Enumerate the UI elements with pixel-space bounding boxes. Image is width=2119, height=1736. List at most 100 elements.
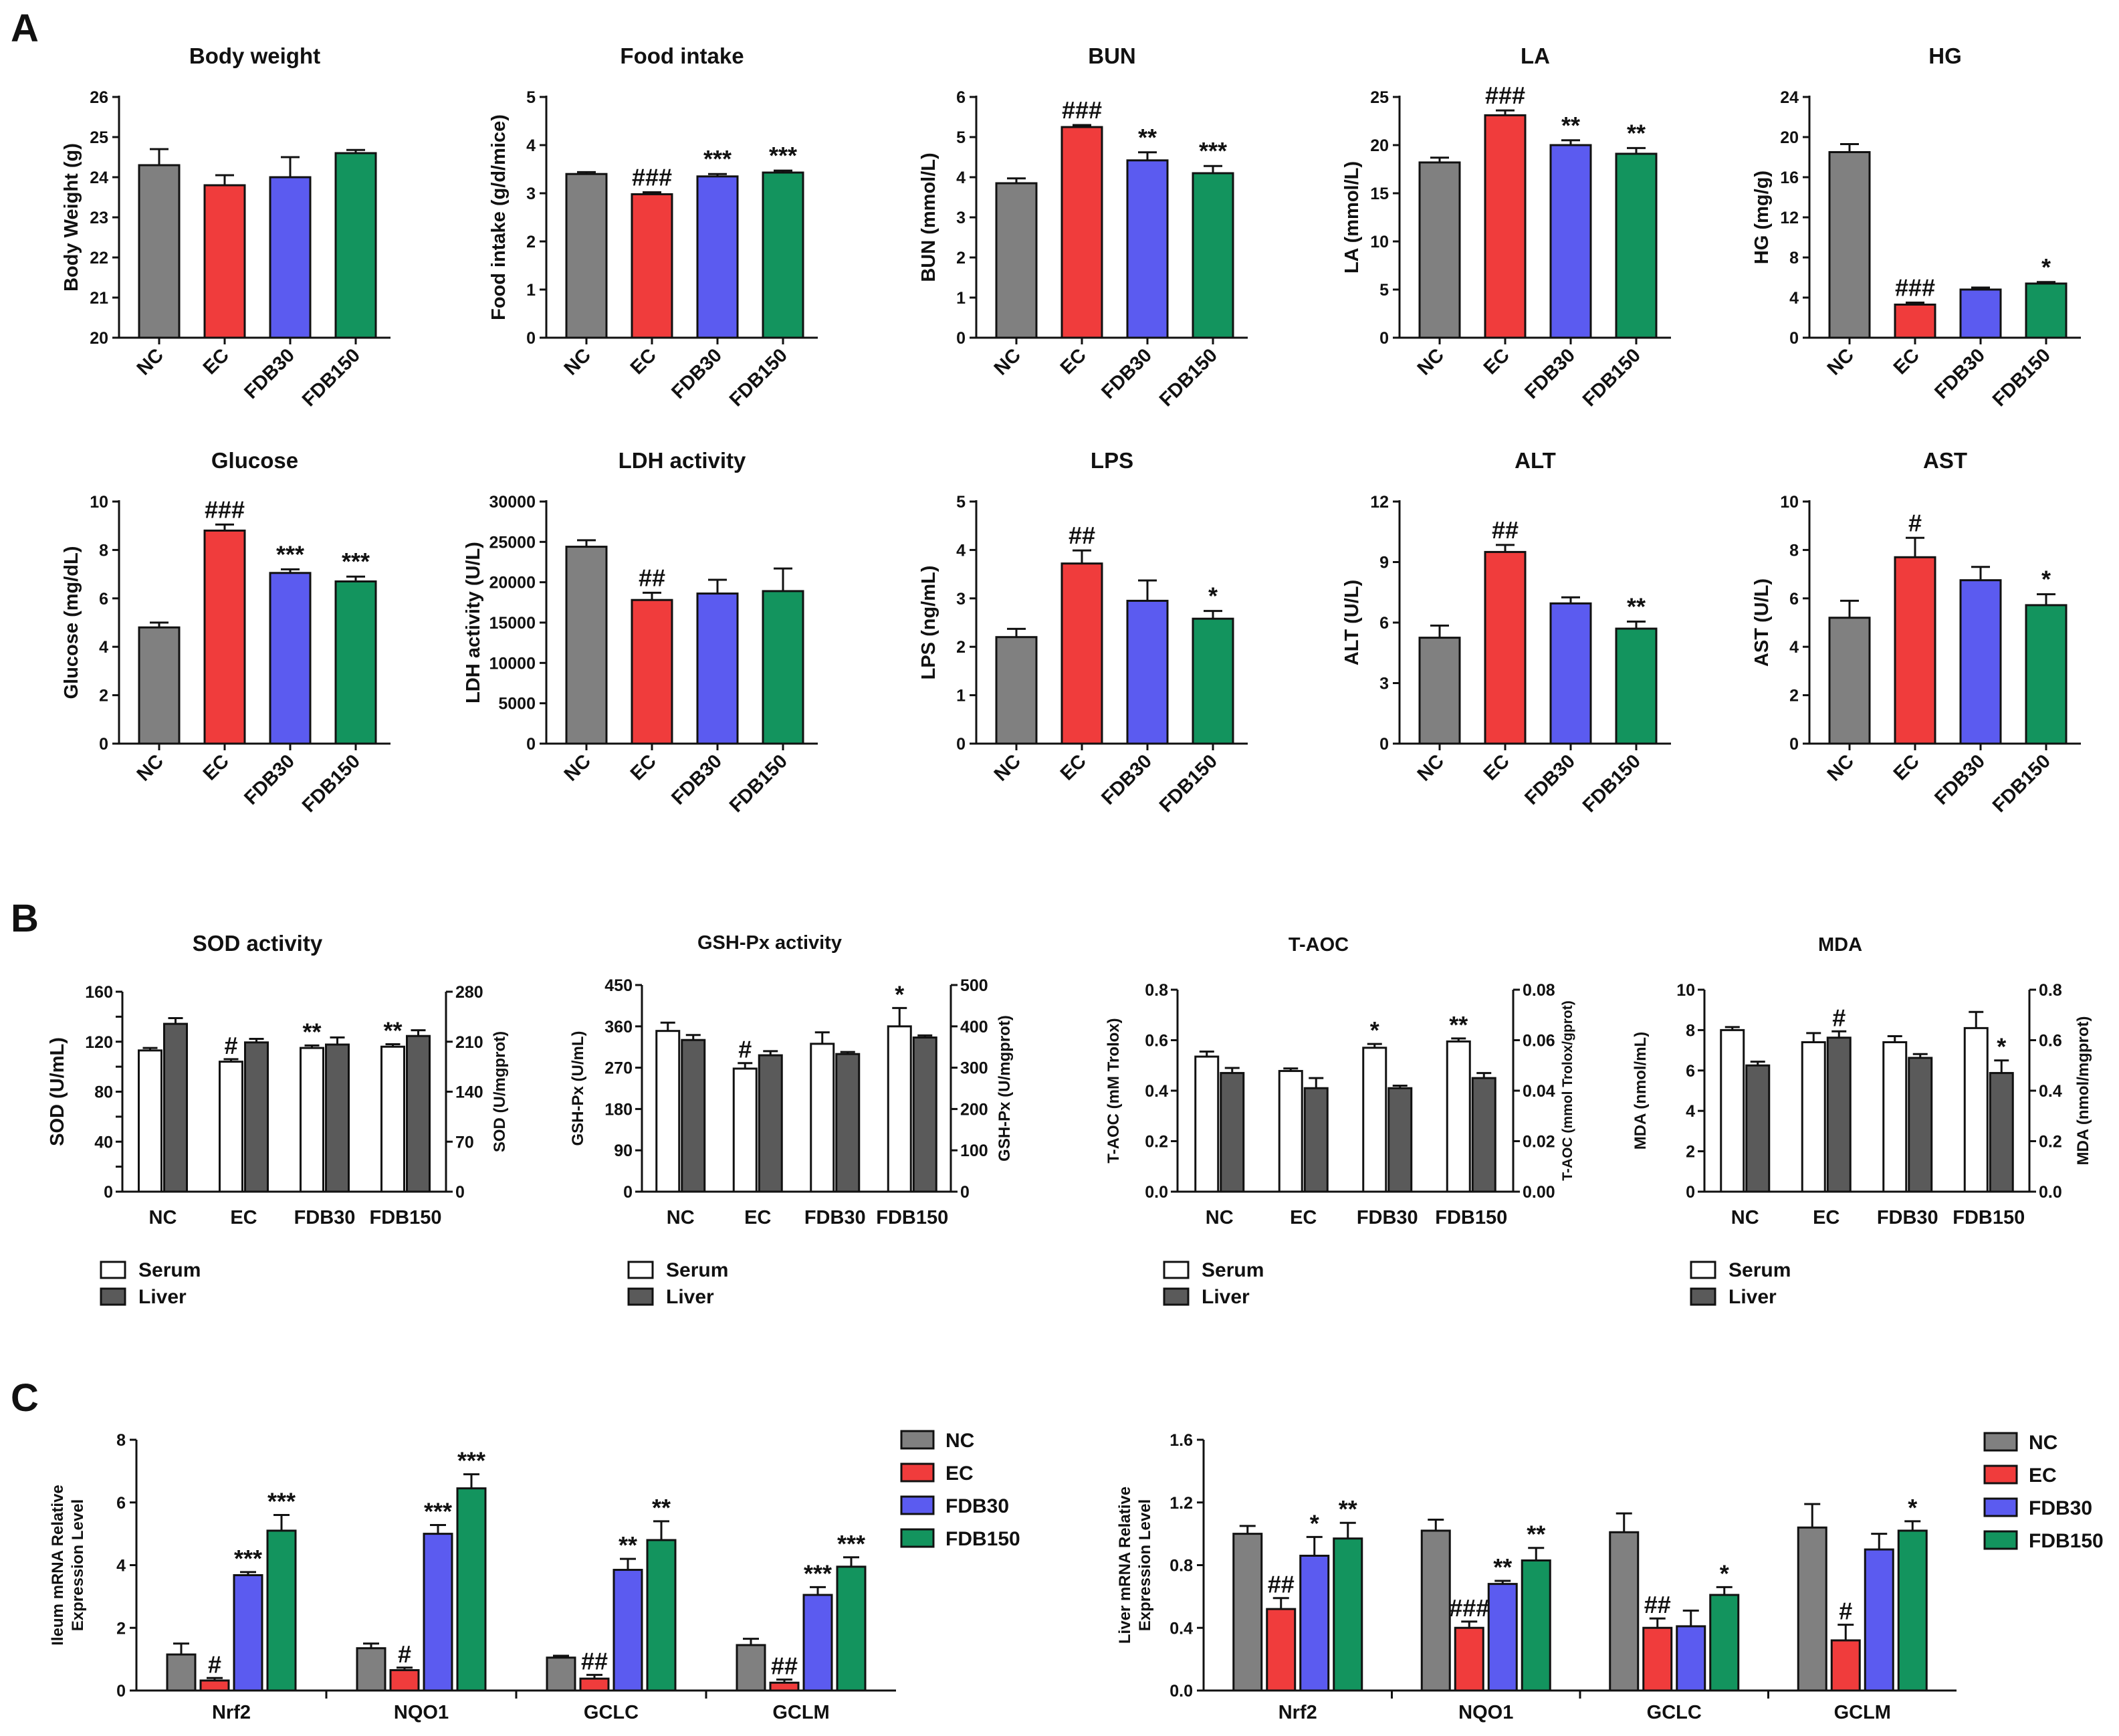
- x-tick-label: NC: [990, 344, 1025, 379]
- significance-mark: #: [1832, 1004, 1846, 1031]
- significance-mark: ***: [424, 1498, 452, 1525]
- significance-mark: **: [619, 1531, 637, 1559]
- bar-EC: [203, 529, 246, 745]
- x-tick-label: FDB30: [294, 1207, 356, 1228]
- y-axis-title: Food intake (g/d/mice): [488, 114, 510, 320]
- y-tick-label: 20: [1370, 136, 1389, 155]
- y2-tick-label: 500: [960, 976, 988, 995]
- x-tick-label: FDB150: [1989, 344, 2055, 411]
- significance-mark: **: [1339, 1495, 1357, 1523]
- significance-mark: #: [224, 1032, 237, 1059]
- bar-NC: [1828, 151, 1871, 339]
- bar-nc-nrf2: [1232, 1533, 1263, 1692]
- legend-label: FDB150: [2029, 1530, 2104, 1552]
- y-tick-label: 120: [85, 1033, 113, 1052]
- chart-title: HG: [1928, 43, 1962, 68]
- bar-nc-nrf2: [166, 1653, 197, 1692]
- bar-FDB30: [1959, 579, 2002, 745]
- significance-mark: ###: [1895, 274, 1935, 302]
- bar-serum-NC: [1194, 1055, 1220, 1193]
- bar-nc-nqo1: [1420, 1529, 1451, 1692]
- y-axis-title: Body Weight (g): [61, 143, 82, 292]
- y2-tick-label: 0: [960, 1183, 970, 1202]
- x-tick-label: EC: [627, 750, 661, 784]
- x-tick-label: FDB150: [1155, 344, 1222, 411]
- y-tick-label: 0.0: [1169, 1682, 1193, 1701]
- bar-ec-gclc: [579, 1677, 610, 1692]
- legend-swatch-ec: [900, 1462, 935, 1483]
- chart-title: AST: [1923, 448, 1967, 473]
- y-tick-label: 3: [526, 185, 536, 203]
- bar-fdb150-nqo1: [1521, 1559, 1551, 1692]
- bar-nc-gclc: [546, 1656, 576, 1692]
- y2-tick-label: 0.06: [1523, 1032, 1555, 1051]
- bar-liver-NC: [163, 1022, 188, 1193]
- significance-mark: **: [1527, 1521, 1545, 1548]
- bar-liver-EC: [244, 1041, 269, 1193]
- x-tick-label: NQO1: [394, 1702, 449, 1723]
- y-tick-label: 0: [1379, 329, 1389, 348]
- y-tick-label: 4: [1789, 289, 1799, 308]
- bar-NC: [565, 173, 608, 339]
- bar-liver-EC: [1303, 1087, 1329, 1193]
- bar-fdb150-gclm: [1897, 1529, 1928, 1692]
- x-tick-label: NC: [133, 344, 168, 379]
- x-tick-label: FDB150: [1155, 750, 1222, 817]
- legend-label: NC: [2029, 1432, 2057, 1454]
- significance-mark: **: [652, 1494, 671, 1521]
- y-tick-label: 6: [99, 590, 108, 609]
- bar-NC: [138, 626, 181, 745]
- significance-mark: **: [302, 1018, 321, 1045]
- y-tick-label: 2: [116, 1619, 126, 1638]
- bar-fdb30-nqo1: [423, 1533, 453, 1692]
- bar-FDB150: [1192, 617, 1234, 745]
- x-tick-label: FDB150: [1989, 750, 2055, 817]
- significance-mark: ###: [632, 164, 672, 191]
- bar-EC: [1061, 126, 1103, 339]
- y-tick-label: 20: [90, 329, 108, 348]
- bar-liver-FDB30: [1908, 1057, 1933, 1193]
- x-tick-label: FDB30: [1877, 1207, 1938, 1228]
- significance-mark: ##: [1268, 1571, 1295, 1598]
- significance-mark: **: [1627, 119, 1646, 146]
- legend-label: Serum: [138, 1259, 201, 1281]
- legend-label: Liver: [1202, 1286, 1250, 1308]
- y-tick-label: 180: [604, 1100, 633, 1119]
- bar-FDB30: [1126, 599, 1169, 745]
- bar-fdb30-gclm: [802, 1594, 833, 1692]
- bar-fdb150-gclc: [646, 1539, 677, 1692]
- bar-liver-FDB30: [325, 1043, 350, 1193]
- y-tick-label: 30000: [489, 493, 536, 512]
- y-tick-label: 0: [104, 1183, 113, 1202]
- y-tick-label: 24: [1780, 88, 1799, 107]
- y-tick-label: 20: [1780, 128, 1799, 147]
- legend-swatch-serum: [1690, 1261, 1716, 1279]
- x-tick-label: FDB30: [240, 750, 299, 809]
- bar-FDB150: [762, 171, 804, 339]
- bar-serum-EC: [1278, 1070, 1303, 1193]
- y-tick-label: 4: [99, 638, 108, 657]
- y-tick-label: 5: [1379, 281, 1389, 300]
- chart-C1: 0 2 4 6 8 Ileum mRNA Relative Expression Level…: [49, 1430, 1020, 1723]
- bar-EC: [631, 193, 673, 339]
- legend-label: NC: [945, 1430, 974, 1452]
- bar-fdb30-nrf2: [1299, 1554, 1330, 1692]
- legend-label: Serum: [666, 1259, 728, 1281]
- chart-C2: 0.0 0.4 0.8 1.2 1.6 Liver mRNA Relative Expres…: [1116, 1431, 2104, 1723]
- significance-mark: ##: [581, 1648, 608, 1675]
- y-tick-label: 0: [1686, 1183, 1695, 1202]
- x-tick-label: Nrf2: [1278, 1702, 1317, 1723]
- x-tick-label: NC: [1823, 750, 1858, 785]
- bar-FDB150: [2025, 282, 2068, 339]
- y-tick-label: 8: [116, 1431, 126, 1450]
- legend-label: EC: [2029, 1464, 2057, 1487]
- significance-mark: **: [1138, 124, 1157, 151]
- chart-title: LA: [1521, 43, 1550, 68]
- y2-tick-label: 0.2: [2039, 1133, 2062, 1152]
- y-tick-label: 1.6: [1169, 1431, 1193, 1450]
- bar-NC: [138, 164, 181, 339]
- x-tick-label: EC: [199, 750, 233, 784]
- legend-swatch-fdb30: [1983, 1497, 2018, 1517]
- y-tick-label: 0: [623, 1183, 633, 1202]
